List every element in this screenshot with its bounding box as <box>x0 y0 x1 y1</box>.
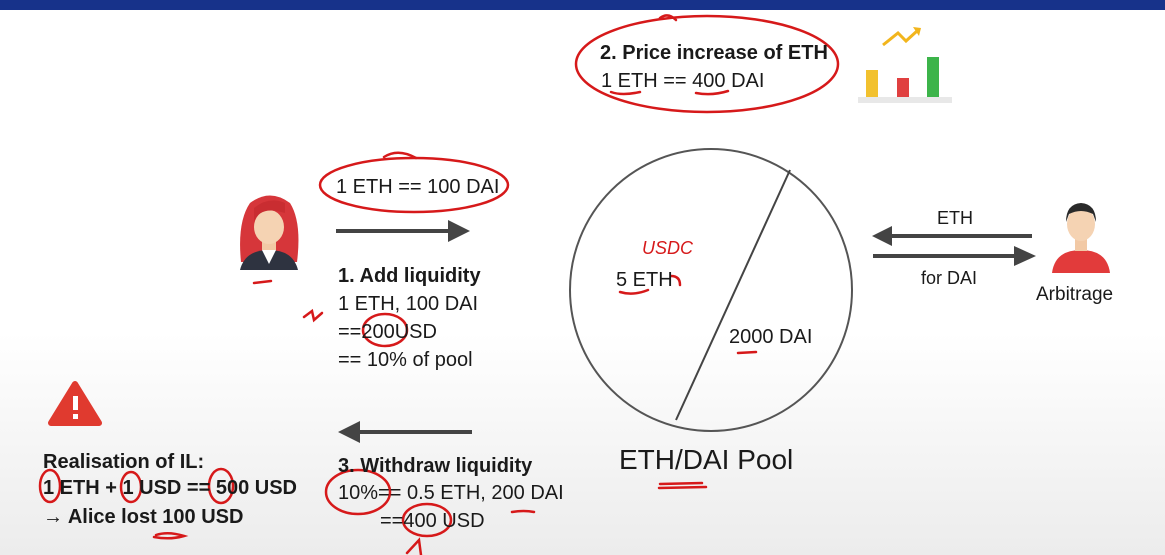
pool-eth-amount: 5 ETH <box>616 269 673 291</box>
withdraw-arrow <box>338 421 472 443</box>
pool-dai-amount: 2000 DAI <box>729 326 813 348</box>
add-liquidity-line2-value: 200 <box>361 321 395 343</box>
top-banner <box>0 0 1165 10</box>
add-liquidity-line2-suffix: USD <box>394 321 437 343</box>
withdraw-line2: ==400 USD <box>380 510 485 532</box>
pool-label: ETH/DAI Pool <box>619 444 794 475</box>
add-liquidity-line1: 1 ETH, 100 DAI <box>338 293 479 315</box>
add-liquidity-title: 1. Add liquidity <box>338 265 481 287</box>
initial-price: 1 ETH == 100 DAI <box>336 176 500 198</box>
arbitrage-dai-label: for DAI <box>921 268 978 288</box>
realisation-line1: 1 ETH + 1 USD == 500 USD <box>43 477 298 499</box>
add-liquidity-line2: ==200USD <box>338 320 437 344</box>
pool-handwritten-usdc: USDC <box>642 238 694 258</box>
warning-icon <box>48 381 102 426</box>
pool-divider <box>675 169 791 421</box>
add-liquidity-line2-prefix: == <box>338 321 362 343</box>
withdraw-title: 3. Withdraw liquidity <box>338 455 533 477</box>
realisation-line2: → Alice lost 100 USD <box>43 506 244 528</box>
arbitrage-eth-label: ETH <box>937 208 973 228</box>
price-increase-line: 1 ETH == 400 DAI <box>601 70 765 92</box>
arbitrage-eth-arrow <box>872 226 1032 246</box>
add-liquidity-arrow <box>336 220 470 242</box>
arbitrage-person-icon <box>1052 203 1110 273</box>
realisation-title: Realisation of IL: <box>43 451 205 473</box>
withdraw-line1: 10%== 0.5 ETH, 200 DAI <box>338 482 564 504</box>
handwritten-annotations <box>38 14 840 555</box>
alice-avatar-icon <box>240 195 299 270</box>
pool-circle <box>569 148 853 432</box>
arbitrage-dai-arrow <box>873 246 1036 266</box>
chart-up-icon <box>858 27 952 103</box>
arbitrage-name: Arbitrage <box>1036 284 1114 305</box>
add-liquidity-line3: == 10% of pool <box>338 349 473 371</box>
price-increase-title: 2. Price increase of ETH <box>600 42 828 64</box>
